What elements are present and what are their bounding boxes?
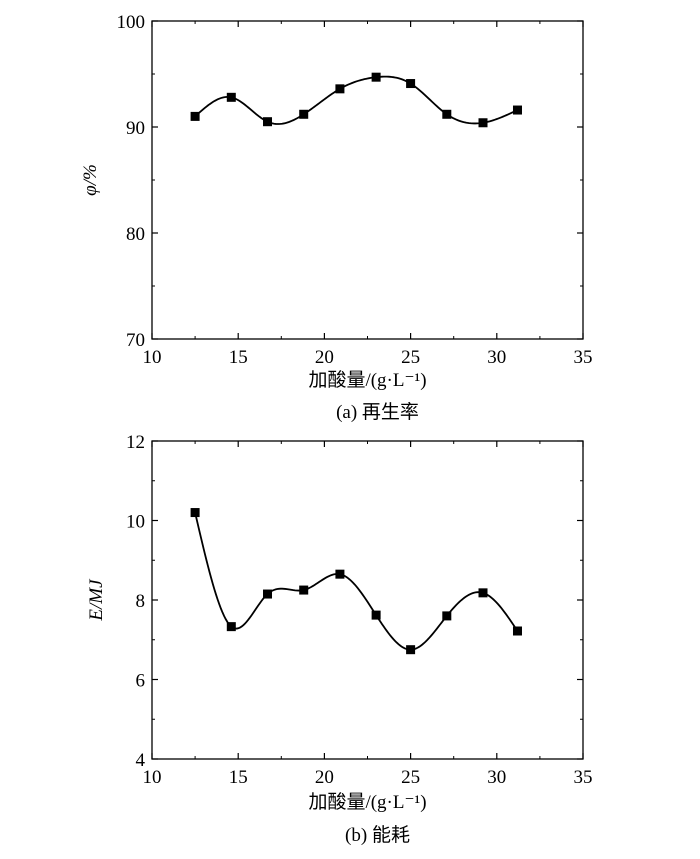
x-tick-label: 25 xyxy=(401,767,420,788)
x-tick-label: 25 xyxy=(401,347,420,368)
x-tick-label: 20 xyxy=(315,767,334,788)
x-axis-title: 加酸量/(g·L⁻¹) xyxy=(308,369,426,391)
panel-caption: (a) 再生率 xyxy=(336,401,419,423)
data-point xyxy=(299,109,309,119)
data-point xyxy=(263,589,273,599)
fit-curve xyxy=(194,512,519,651)
y-tick-label: 4 xyxy=(136,750,146,771)
y-axis-title: φ/% xyxy=(80,164,101,196)
x-tick-label: 10 xyxy=(143,767,162,788)
data-point xyxy=(190,508,200,518)
panel-regeneration-rate: 10 15 20 25 30 35 70 80 90 100 加酸量/(g·L⁻¹) φ/% (a) 再… xyxy=(80,12,593,423)
data-point xyxy=(406,645,416,655)
y-tick-label: 100 xyxy=(117,12,146,33)
panel-caption: (b) 能耗 xyxy=(345,824,410,846)
data-point xyxy=(263,117,273,127)
fit-curve xyxy=(194,75,518,125)
x-axis-title: 加酸量/(g·L⁻¹) xyxy=(308,791,426,813)
data-point xyxy=(299,585,309,595)
data-point xyxy=(512,626,522,636)
x-tick-label: 30 xyxy=(487,767,506,788)
panel-energy-consumption: 10 15 20 25 30 35 4 6 8 10 12 加酸量/(g·L⁻¹) E/MJ (b) 能耗 xyxy=(86,432,593,846)
data-point xyxy=(442,109,452,119)
data-point xyxy=(335,84,345,94)
y-axis-title: E/MJ xyxy=(86,578,107,622)
x-tick-label: 15 xyxy=(229,767,248,788)
data-point xyxy=(335,569,345,579)
y-tick-label: 90 xyxy=(126,118,145,139)
data-point xyxy=(226,622,236,632)
data-point xyxy=(406,79,416,89)
data-point xyxy=(226,92,236,102)
x-tick-label: 35 xyxy=(574,347,593,368)
data-point xyxy=(371,610,381,620)
y-tick-label: 12 xyxy=(126,432,145,453)
data-point xyxy=(478,118,488,128)
x-tick-label: 30 xyxy=(487,347,506,368)
plot-frame xyxy=(151,440,584,760)
y-tick-label: 6 xyxy=(136,671,146,692)
data-point xyxy=(512,105,522,115)
x-tick-label: 20 xyxy=(315,347,334,368)
plot-frame xyxy=(151,20,584,340)
x-tick-label: 15 xyxy=(229,347,248,368)
x-tick-label: 35 xyxy=(574,767,593,788)
x-tick-label: 10 xyxy=(143,347,162,368)
y-tick-label: 80 xyxy=(126,224,145,245)
data-point xyxy=(371,72,381,82)
data-point xyxy=(190,111,200,121)
data-point xyxy=(478,588,488,598)
y-tick-label: 8 xyxy=(136,591,146,612)
y-tick-label: 70 xyxy=(126,330,145,351)
y-tick-label: 10 xyxy=(126,512,145,533)
data-point xyxy=(442,611,452,621)
